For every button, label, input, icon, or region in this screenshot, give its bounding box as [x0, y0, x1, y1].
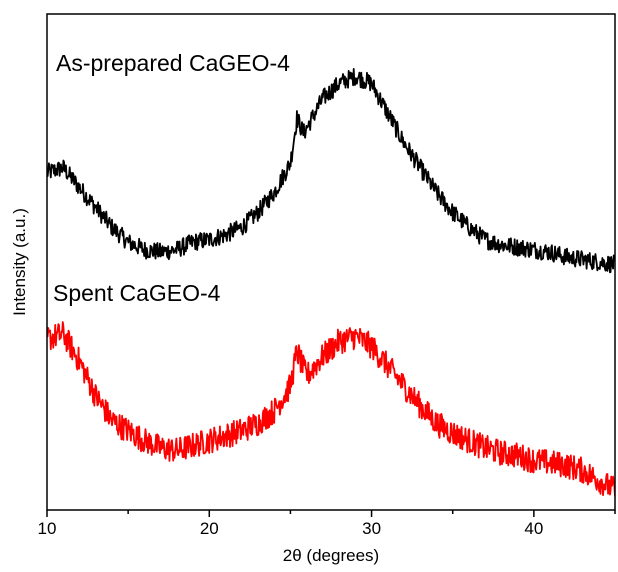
plot-frame: [46, 13, 616, 511]
x-axis-ticks: 10 20 30 40: [38, 510, 616, 538]
series-line-1: [47, 321, 615, 497]
series-label-as-prepared: As-prepared CaGEO-4: [56, 50, 290, 76]
series-layer: [47, 67, 615, 497]
x-tick-label: 20: [200, 519, 219, 538]
x-axis-label: 2θ (degrees): [283, 546, 379, 565]
y-axis-label: Intensity (a.u.): [10, 208, 29, 316]
x-tick-label: 10: [38, 519, 57, 538]
series-line-0: [47, 67, 615, 274]
x-tick-label: 30: [362, 519, 381, 538]
series-label-spent: Spent CaGEO-4: [53, 280, 221, 306]
x-tick-label: 40: [524, 519, 543, 538]
